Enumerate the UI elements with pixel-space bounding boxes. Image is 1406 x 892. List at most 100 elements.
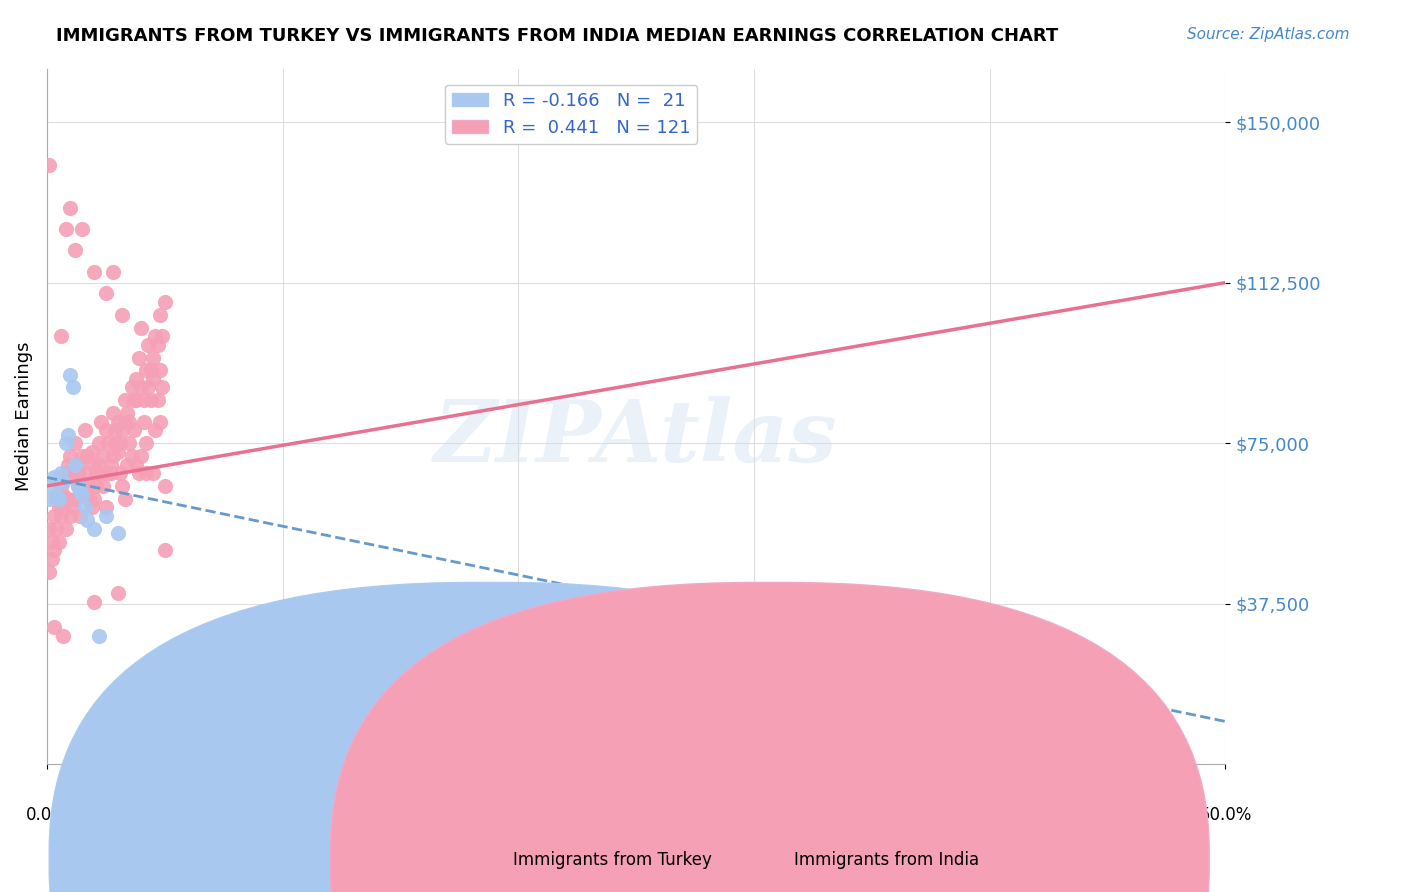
Point xyxy=(97,466,120,480)
Point xyxy=(153,543,176,558)
Point xyxy=(111,423,134,437)
Point xyxy=(114,491,136,506)
Y-axis label: Median Earnings: Median Earnings xyxy=(15,342,32,491)
Point xyxy=(80,500,103,515)
Point xyxy=(100,466,122,480)
Point xyxy=(101,449,124,463)
Point xyxy=(87,629,110,643)
Point xyxy=(108,436,131,450)
Point xyxy=(59,201,82,215)
Point xyxy=(121,380,143,394)
Point xyxy=(45,491,67,506)
Point xyxy=(41,479,63,493)
Point xyxy=(70,222,93,236)
Point xyxy=(52,629,75,643)
Point xyxy=(76,479,98,493)
Point xyxy=(94,500,117,515)
Point xyxy=(87,436,110,450)
Point xyxy=(101,265,124,279)
Point xyxy=(93,449,115,463)
Point xyxy=(59,508,82,523)
Point xyxy=(115,458,138,472)
Point xyxy=(107,526,129,541)
Point xyxy=(76,513,98,527)
Point xyxy=(42,543,65,558)
Point xyxy=(42,508,65,523)
Point xyxy=(136,380,159,394)
Point xyxy=(62,380,84,394)
Point xyxy=(143,329,166,343)
Point xyxy=(150,380,173,394)
Point xyxy=(52,487,75,501)
Point xyxy=(59,368,82,382)
Point xyxy=(146,393,169,408)
Point xyxy=(70,487,93,501)
Point xyxy=(118,415,141,429)
Point xyxy=(135,466,157,480)
Point xyxy=(49,466,72,480)
Point xyxy=(45,487,67,501)
Point xyxy=(69,458,91,472)
Point xyxy=(38,158,60,172)
Point xyxy=(139,363,162,377)
Text: IMMIGRANTS FROM TURKEY VS IMMIGRANTS FROM INDIA MEDIAN EARNINGS CORRELATION CHAR: IMMIGRANTS FROM TURKEY VS IMMIGRANTS FRO… xyxy=(56,27,1059,45)
Point xyxy=(42,470,65,484)
Text: Immigrants from Turkey: Immigrants from Turkey xyxy=(513,851,711,869)
Point xyxy=(135,436,157,450)
Point xyxy=(107,415,129,429)
Point xyxy=(49,479,72,493)
Point xyxy=(48,534,70,549)
Point xyxy=(128,466,150,480)
Point xyxy=(69,508,91,523)
Point xyxy=(63,244,86,258)
Point xyxy=(107,586,129,600)
Point xyxy=(87,458,110,472)
Point xyxy=(73,500,96,515)
Point xyxy=(129,449,152,463)
Point xyxy=(41,551,63,566)
Point xyxy=(125,458,148,472)
Point xyxy=(62,500,84,515)
Point xyxy=(83,491,105,506)
Point xyxy=(129,380,152,394)
Point xyxy=(83,458,105,472)
Point xyxy=(94,286,117,301)
Point xyxy=(80,444,103,458)
Point xyxy=(132,415,155,429)
Point xyxy=(76,449,98,463)
Point xyxy=(146,337,169,351)
Point xyxy=(69,483,91,498)
Point xyxy=(49,508,72,523)
Point xyxy=(122,393,145,408)
Point xyxy=(66,466,89,480)
Point xyxy=(66,479,89,493)
Point xyxy=(41,534,63,549)
Point xyxy=(59,449,82,463)
Point xyxy=(55,436,77,450)
Text: 0.0%: 0.0% xyxy=(25,806,67,824)
Point xyxy=(62,470,84,484)
Point xyxy=(107,444,129,458)
Point xyxy=(86,466,108,480)
Text: 50.0%: 50.0% xyxy=(1199,806,1251,824)
Point xyxy=(55,466,77,480)
Point xyxy=(73,423,96,437)
Point xyxy=(129,320,152,334)
Point xyxy=(142,466,165,480)
Point xyxy=(100,458,122,472)
Point xyxy=(94,423,117,437)
Point xyxy=(135,363,157,377)
Text: Source: ZipAtlas.com: Source: ZipAtlas.com xyxy=(1187,27,1350,42)
Point xyxy=(104,423,127,437)
Point xyxy=(56,491,79,506)
Point xyxy=(122,423,145,437)
Point xyxy=(90,466,112,480)
Point xyxy=(139,393,162,408)
Point xyxy=(94,508,117,523)
Point xyxy=(49,329,72,343)
Point xyxy=(111,479,134,493)
Text: Immigrants from India: Immigrants from India xyxy=(794,851,980,869)
Point xyxy=(90,415,112,429)
Point xyxy=(149,415,172,429)
Point xyxy=(83,594,105,608)
